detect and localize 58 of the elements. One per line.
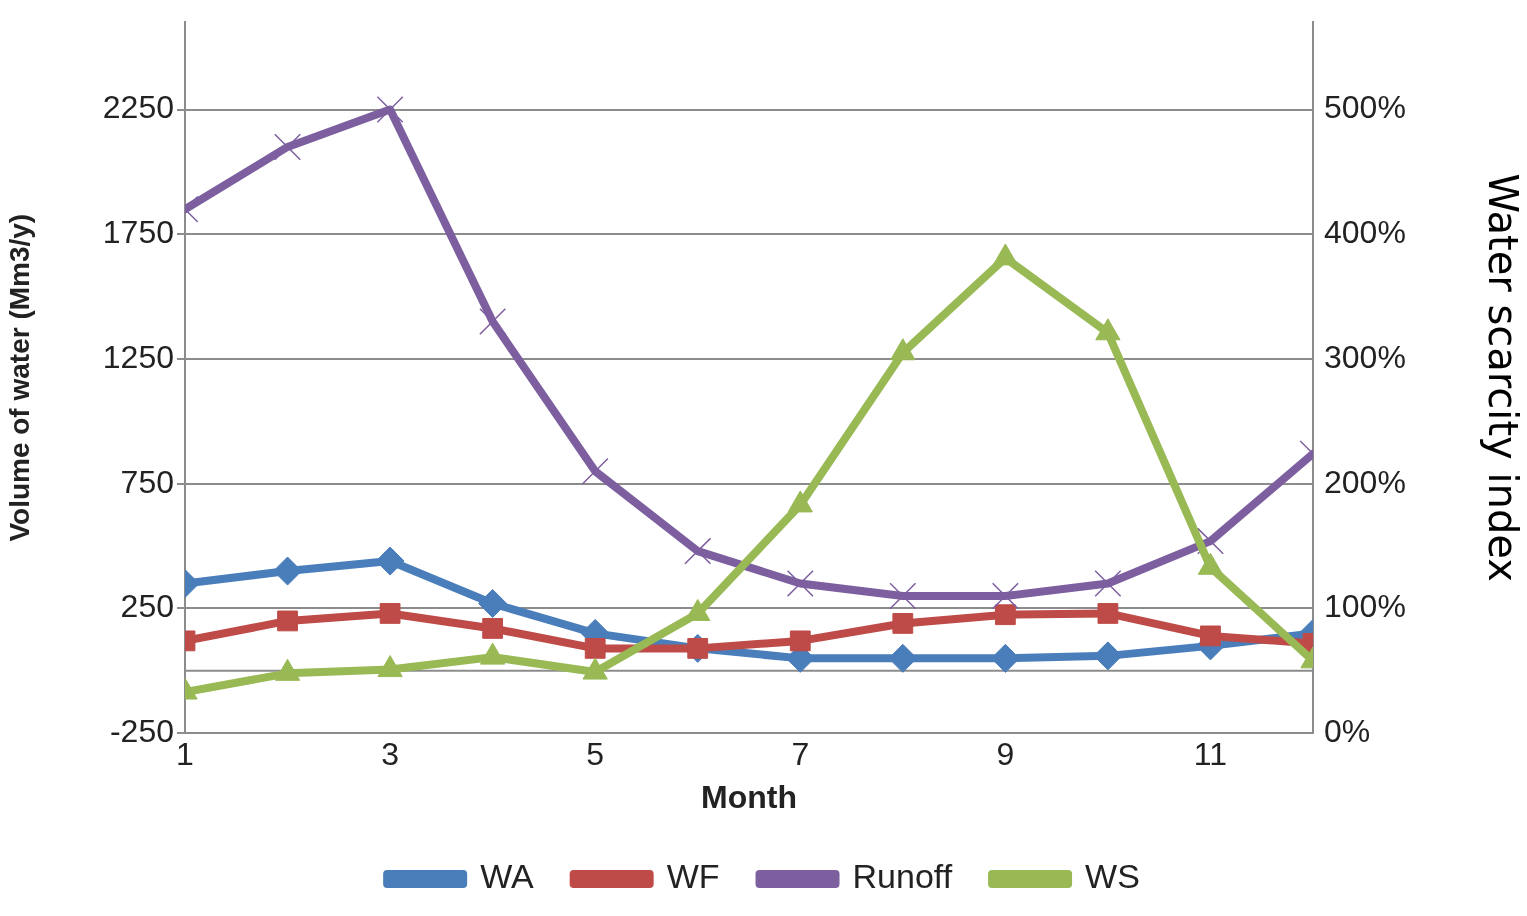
y2-tick-label: 200% xyxy=(1324,463,1406,500)
y2-tick-label: 300% xyxy=(1324,338,1406,375)
y-tick-label: 1250 xyxy=(102,338,174,375)
point xyxy=(274,658,301,681)
point xyxy=(1200,625,1221,647)
point xyxy=(890,338,916,361)
point xyxy=(1097,603,1119,624)
point xyxy=(684,537,712,565)
y-tick-label: 1750 xyxy=(102,214,174,251)
legend-label: WS xyxy=(1085,857,1140,896)
point xyxy=(1094,570,1122,597)
point xyxy=(786,570,814,597)
point xyxy=(584,637,606,659)
y-tick-label: -250 xyxy=(109,713,174,750)
x-tick-label: 11 xyxy=(1193,736,1228,773)
x-tick-label: 9 xyxy=(996,736,1015,773)
point xyxy=(992,243,1018,266)
legend-label: WF xyxy=(666,857,720,896)
point xyxy=(892,613,914,634)
point xyxy=(1095,318,1121,341)
point xyxy=(482,618,504,639)
point xyxy=(376,96,404,123)
point xyxy=(277,610,298,632)
y-axis-title: Volume of water (Mm3/y) xyxy=(3,213,35,542)
y2-axis-title: Water scarcity index xyxy=(1479,173,1526,582)
point xyxy=(1196,527,1224,555)
point xyxy=(377,655,403,678)
point xyxy=(273,556,303,586)
point xyxy=(994,604,1016,626)
x-tick-label: 1 xyxy=(176,736,194,773)
point xyxy=(581,457,609,485)
y2-tick-label: 500% xyxy=(1324,89,1406,126)
x-tick-label: 3 xyxy=(381,736,399,773)
point xyxy=(480,642,506,665)
point xyxy=(274,133,302,161)
point xyxy=(789,630,811,652)
x-axis-title: Month xyxy=(701,778,797,815)
legend-label: WA xyxy=(480,857,534,896)
y-tick-label: 2250 xyxy=(102,89,174,126)
y-tick-label: 750 xyxy=(120,463,174,500)
point xyxy=(479,308,507,336)
point xyxy=(379,603,401,624)
x-tick-label: 5 xyxy=(586,736,605,773)
point xyxy=(478,588,508,618)
y2-tick-label: 100% xyxy=(1324,588,1406,625)
legend-label: Runoff xyxy=(852,857,953,896)
x-tick-label: 7 xyxy=(791,736,810,773)
point xyxy=(889,582,917,610)
point xyxy=(685,598,711,621)
point xyxy=(1197,552,1224,575)
point xyxy=(991,582,1019,610)
y2-tick-label: 400% xyxy=(1324,214,1406,251)
y2-tick-label: 0% xyxy=(1324,713,1371,750)
point xyxy=(787,490,813,513)
point xyxy=(582,657,608,680)
point xyxy=(375,546,405,576)
y-tick-label: 250 xyxy=(120,588,174,625)
point xyxy=(687,637,709,659)
